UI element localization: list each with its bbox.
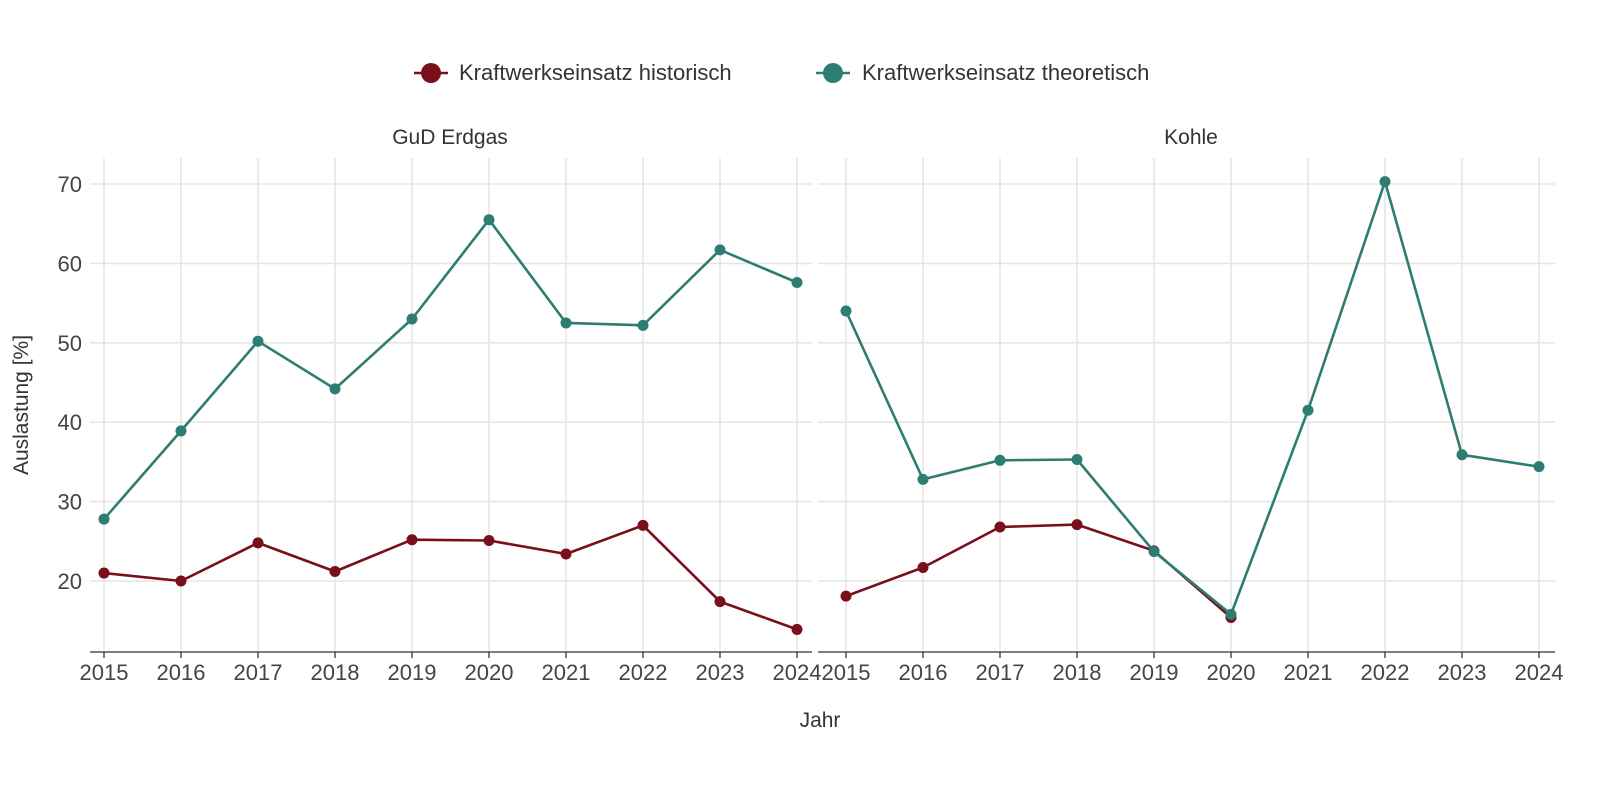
x-tick-label-2021: 2021 — [1284, 660, 1333, 685]
data-point-kraftwerkseinsatz-theoretisch-2015 — [98, 513, 110, 525]
data-point-kraftwerkseinsatz-historisch-2016 — [175, 575, 187, 587]
y-axis-labels: 20 30 40 50 60 70 — [58, 172, 82, 594]
data-point-kraftwerkseinsatz-historisch-2021 — [560, 548, 572, 560]
series-line-kraftwerkseinsatz-theoretisch — [844, 180, 1540, 616]
data-point-kraftwerkseinsatz-historisch-2019 — [406, 534, 418, 546]
series-line-kraftwerkseinsatz-historisch — [845, 523, 1232, 619]
y-tick-label-60: 60 — [58, 251, 82, 276]
data-point-kraftwerkseinsatz-theoretisch-2016 — [917, 473, 929, 485]
legend-marker-historisch — [421, 63, 441, 83]
data-point-kraftwerkseinsatz-theoretisch-2017 — [252, 335, 264, 347]
x-tick-label-2019: 2019 — [388, 660, 437, 685]
series-line-kraftwerkseinsatz-theoretisch — [103, 218, 798, 520]
legend-label-historisch: Kraftwerkseinsatz historisch — [459, 60, 732, 85]
data-point-kraftwerkseinsatz-theoretisch-2018 — [329, 383, 341, 395]
data-point-kraftwerkseinsatz-theoretisch-2023 — [714, 244, 726, 256]
legend-label-theoretisch: Kraftwerkseinsatz theoretisch — [862, 60, 1149, 85]
x-tick-label-2019: 2019 — [1130, 660, 1179, 685]
data-point-kraftwerkseinsatz-historisch-2020 — [483, 535, 495, 547]
x-tick-label-2017: 2017 — [234, 660, 283, 685]
data-point-kraftwerkseinsatz-theoretisch-2018 — [1071, 454, 1083, 466]
x-tick-label-2022: 2022 — [619, 660, 668, 685]
x-tick-label-2015: 2015 — [80, 660, 129, 685]
series-line-kraftwerkseinsatz-historisch — [103, 524, 798, 631]
x-axis-title: Jahr — [800, 709, 841, 732]
facet-title-kohle: Kohle — [1164, 126, 1218, 149]
data-point-kraftwerkseinsatz-theoretisch-2019 — [406, 313, 418, 325]
data-point-kraftwerkseinsatz-theoretisch-2023 — [1456, 449, 1468, 461]
x-tick-label-2023: 2023 — [696, 660, 745, 685]
y-tick-label-50: 50 — [58, 331, 82, 356]
data-point-kraftwerkseinsatz-historisch-2018 — [329, 565, 341, 577]
data-point-kraftwerkseinsatz-theoretisch-2024 — [1533, 461, 1545, 473]
data-point-kraftwerkseinsatz-theoretisch-2020 — [483, 214, 495, 226]
x-tick-label-2024: 2024 — [1515, 660, 1564, 685]
y-tick-label-20: 20 — [58, 569, 82, 594]
data-point-kraftwerkseinsatz-theoretisch-2017 — [994, 454, 1006, 466]
data-point-kraftwerkseinsatz-historisch-2023 — [714, 596, 726, 608]
x-tick-label-2016: 2016 — [899, 660, 948, 685]
data-point-kraftwerkseinsatz-theoretisch-2021 — [1302, 404, 1314, 416]
x-tick-label-2020: 2020 — [465, 660, 514, 685]
x-tick-label-2018: 2018 — [311, 660, 360, 685]
data-point-kraftwerkseinsatz-theoretisch-2019 — [1148, 546, 1160, 558]
facet-title-gud-erdgas: GuD Erdgas — [392, 126, 508, 149]
x-tick-label-2017: 2017 — [976, 660, 1025, 685]
data-point-kraftwerkseinsatz-theoretisch-2021 — [560, 317, 572, 329]
y-tick-label-30: 30 — [58, 490, 82, 515]
y-axis-title: Auslastung [%] — [10, 335, 33, 475]
panel-kohle: 2015 2016 2017 2018 2019 2020 2021 2022 2023 2024 — [818, 158, 1563, 685]
data-point-kraftwerkseinsatz-theoretisch-2016 — [175, 425, 187, 437]
y-tick-label-70: 70 — [58, 172, 82, 197]
x-tick-label-2022: 2022 — [1361, 660, 1410, 685]
data-point-kraftwerkseinsatz-theoretisch-2024 — [791, 276, 803, 288]
panel-gud-erdgas: 2015 2016 2017 2018 2019 2020 2021 2022 2023 2024 — [80, 158, 822, 685]
data-point-kraftwerkseinsatz-theoretisch-2022 — [637, 319, 649, 331]
x-tick-label-2024: 2024 — [773, 660, 822, 685]
data-point-kraftwerkseinsatz-historisch-2015 — [840, 590, 852, 602]
data-point-kraftwerkseinsatz-historisch-2016 — [917, 562, 929, 574]
data-point-kraftwerkseinsatz-theoretisch-2020 — [1225, 608, 1237, 620]
data-point-kraftwerkseinsatz-theoretisch-2022 — [1379, 176, 1391, 188]
x-tick-label-2016: 2016 — [157, 660, 206, 685]
legend: Kraftwerkseinsatz historisch Kraftwerkse… — [414, 60, 1149, 85]
x-tick-label-2020: 2020 — [1207, 660, 1256, 685]
x-tick-label-2021: 2021 — [542, 660, 591, 685]
x-tick-label-2023: 2023 — [1438, 660, 1487, 685]
data-point-kraftwerkseinsatz-theoretisch-2015 — [840, 305, 852, 317]
legend-marker-theoretisch — [823, 63, 843, 83]
y-tick-label-40: 40 — [58, 410, 82, 435]
x-tick-label-2015: 2015 — [822, 660, 871, 685]
data-point-kraftwerkseinsatz-historisch-2018 — [1071, 519, 1083, 531]
data-point-kraftwerkseinsatz-historisch-2017 — [252, 537, 264, 549]
x-tick-label-2018: 2018 — [1053, 660, 1102, 685]
data-point-kraftwerkseinsatz-historisch-2015 — [98, 567, 110, 579]
legend-item-theoretisch: Kraftwerkseinsatz theoretisch — [816, 60, 1149, 85]
data-point-kraftwerkseinsatz-historisch-2017 — [994, 521, 1006, 533]
data-point-kraftwerkseinsatz-historisch-2024 — [791, 623, 803, 635]
legend-item-historisch: Kraftwerkseinsatz historisch — [414, 60, 732, 85]
data-point-kraftwerkseinsatz-historisch-2022 — [637, 519, 649, 531]
